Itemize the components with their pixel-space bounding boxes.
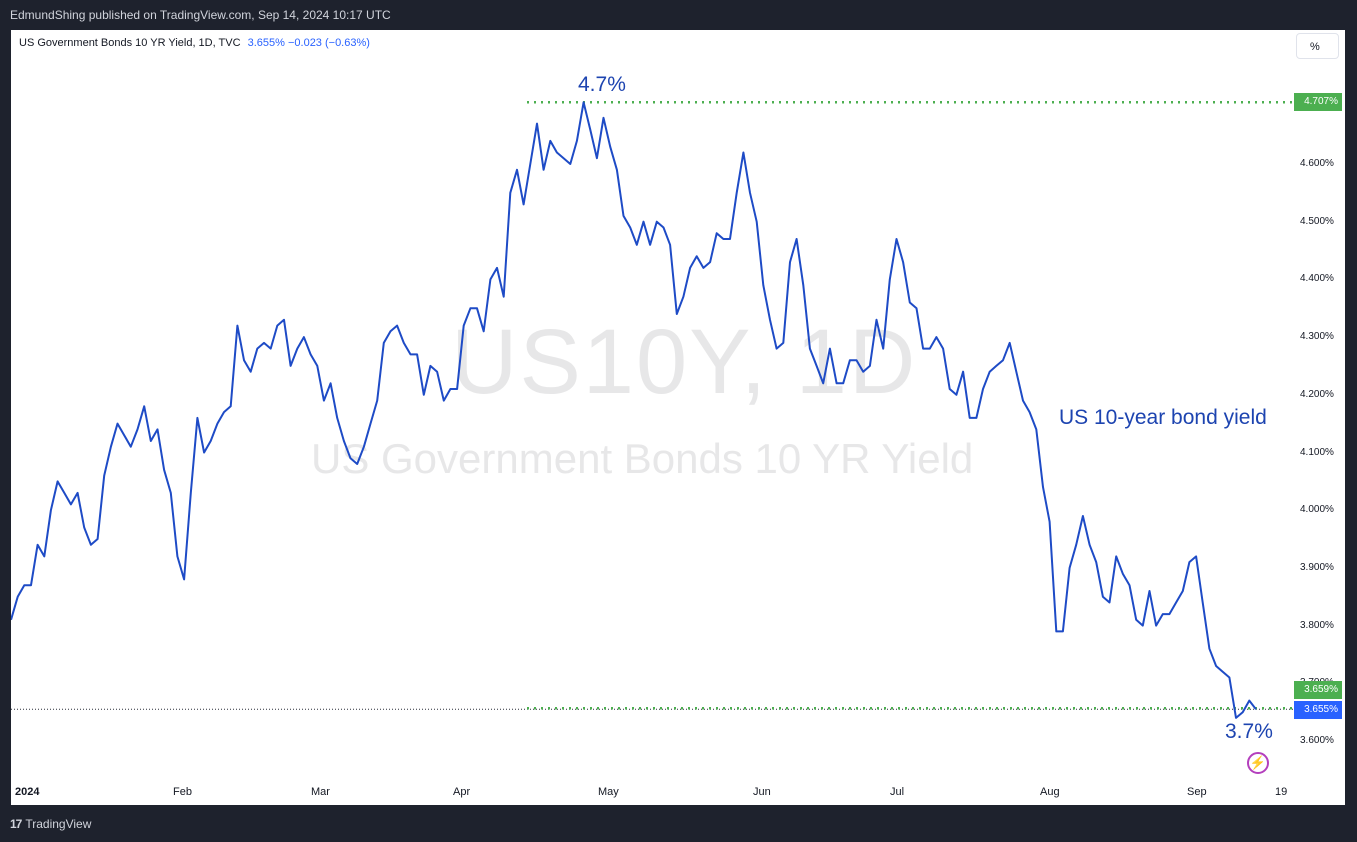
time-axis-label: 19	[1275, 786, 1288, 798]
price-axis-label: 4.200%	[1300, 388, 1334, 400]
percent-scale-button[interactable]: %	[1296, 33, 1339, 59]
time-axis-label: Sep	[1187, 786, 1207, 798]
footer: 17 TradingView	[0, 805, 1357, 842]
symbol-values: 3.655% −0.023 (−0.63%)	[247, 37, 370, 49]
tradingview-brand: TradingView	[25, 817, 92, 831]
time-axis-label: Aug	[1040, 786, 1060, 798]
price-axis-label: 4.600%	[1300, 158, 1334, 169]
price-axis-label: 4.000%	[1300, 504, 1334, 516]
price-axis-label: 3.600%	[1300, 735, 1334, 746]
price-axis-label: 4.300%	[1300, 331, 1334, 343]
price-chart[interactable]	[11, 30, 1345, 805]
price-axis-label: 3.900%	[1300, 561, 1334, 573]
low-line-price-tag: 3.659%	[1294, 681, 1342, 700]
tradingview-logo[interactable]: 17 TradingView	[10, 817, 91, 831]
series-annotation: US 10-year bond yield	[1059, 406, 1267, 429]
tradingview-logo-icon: 17	[10, 817, 22, 831]
last-price-tag: 3.655%	[1294, 701, 1342, 720]
time-axis-label: May	[598, 786, 619, 798]
watermark-name: US Government Bonds 10 YR Yield	[311, 435, 974, 482]
price-axis-label: 3.800%	[1300, 619, 1334, 631]
price-axis-label: 4.100%	[1300, 446, 1334, 458]
publish-bar: EdmundShing published on TradingView.com…	[0, 0, 1357, 30]
symbol-legend[interactable]: US Government Bonds 10 YR Yield, 1D, TVC…	[19, 37, 370, 49]
watermark-ticker: US10Y, 1D	[451, 311, 918, 413]
lightning-icon[interactable]: ⚡	[1247, 752, 1269, 774]
low-annotation: 3.7%	[1225, 720, 1273, 743]
time-axis-label: Feb	[173, 786, 192, 798]
publish-info: EdmundShing published on TradingView.com…	[10, 8, 391, 22]
time-axis-label: 2024	[15, 786, 40, 798]
chart-pane[interactable]: US Government Bonds 10 YR Yield, 1D, TVC…	[11, 30, 1345, 805]
high-price-tag: 4.707%	[1294, 93, 1342, 112]
time-axis-label: Jul	[890, 786, 905, 798]
time-axis-label: Jun	[753, 786, 771, 798]
high-annotation: 4.7%	[578, 73, 626, 96]
price-axis-label: 4.400%	[1300, 273, 1334, 285]
price-axis-label: 4.500%	[1300, 215, 1334, 227]
time-axis-label: Apr	[453, 786, 471, 798]
time-axis-label: Mar	[311, 786, 330, 798]
symbol-title: US Government Bonds 10 YR Yield, 1D, TVC	[19, 37, 241, 49]
yield-series-line	[11, 101, 1257, 719]
